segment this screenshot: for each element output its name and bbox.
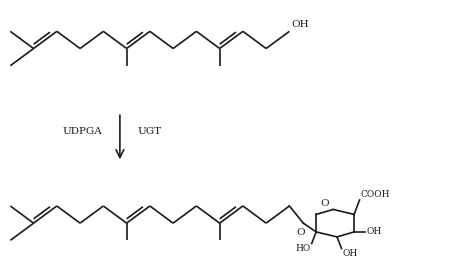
Text: UGT: UGT — [138, 127, 162, 136]
Text: OH: OH — [292, 20, 309, 29]
Text: COOH: COOH — [360, 190, 390, 199]
Text: O: O — [320, 199, 329, 208]
Text: OH: OH — [366, 227, 382, 236]
Text: UDPGA: UDPGA — [62, 127, 102, 136]
Text: O: O — [297, 228, 306, 237]
Text: HO: HO — [296, 244, 311, 253]
Text: OH: OH — [342, 249, 358, 258]
